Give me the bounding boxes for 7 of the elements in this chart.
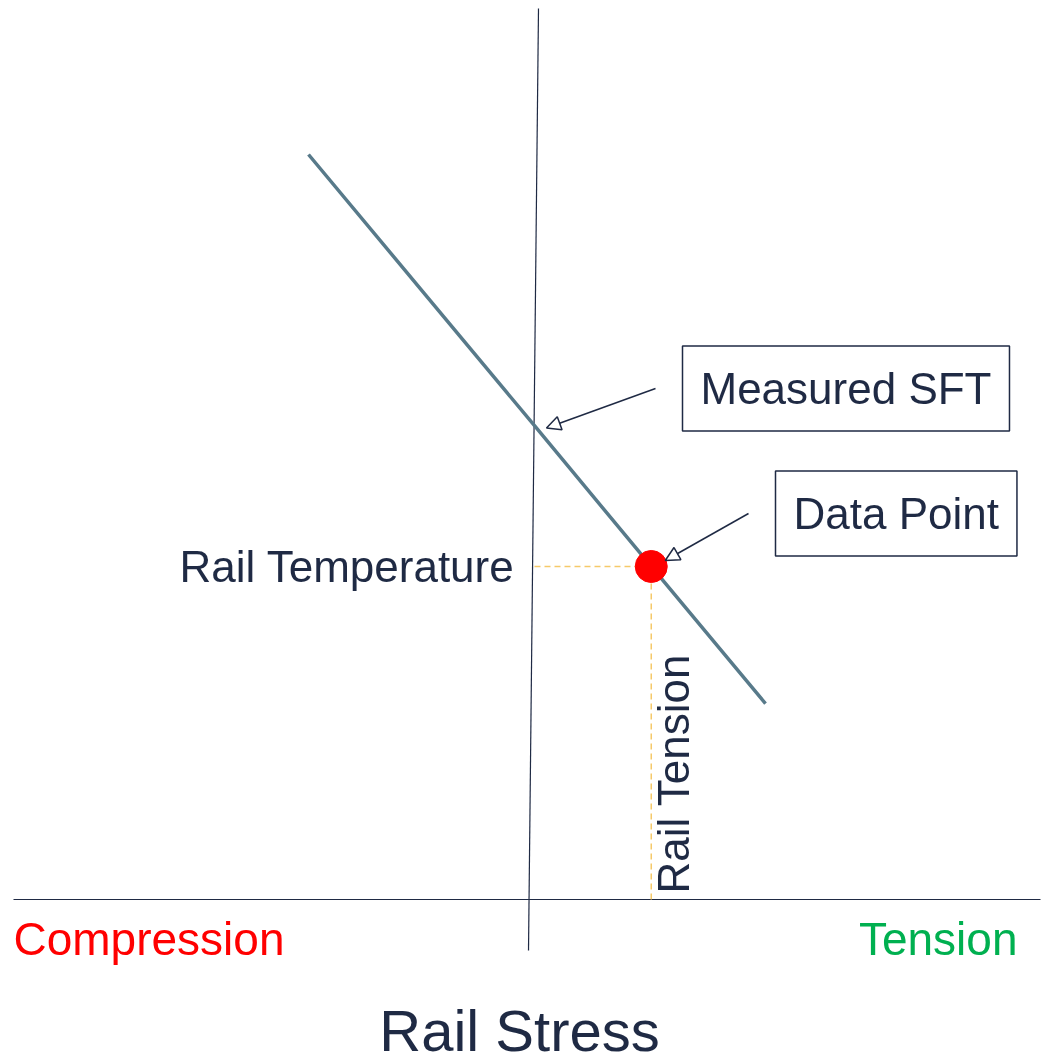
- annotation: Measured SFT: [700, 364, 992, 413]
- annotation: Data Point: [793, 489, 999, 538]
- text: Compression: [13, 912, 285, 965]
- ref-line-label: Rail Temperature: [179, 541, 514, 591]
- annotation: Rail Tension: [648, 654, 698, 894]
- x-axis-title: Rail Stress: [379, 998, 660, 1061]
- text: Tension: [858, 912, 1018, 965]
